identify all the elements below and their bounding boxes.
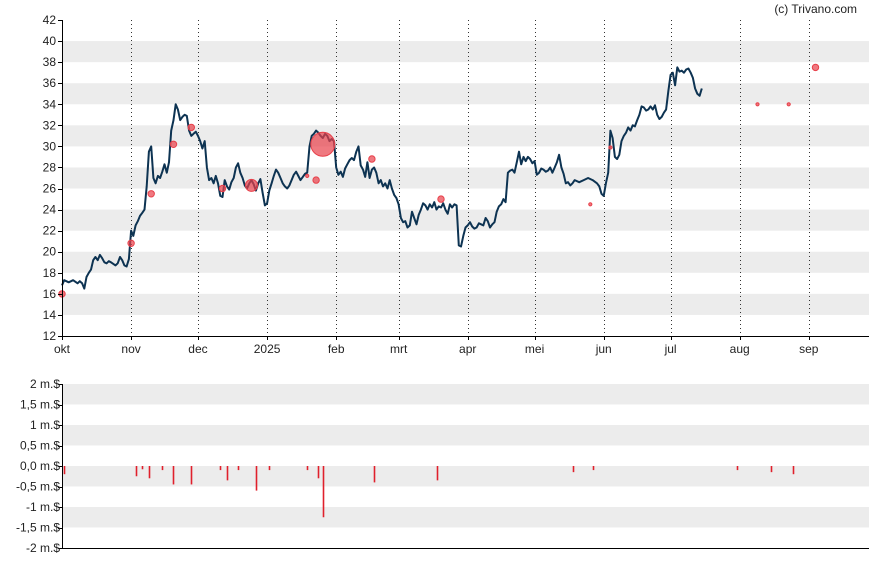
price-x-tick-label: nov: [121, 342, 140, 356]
price-x-tick-label: jun: [595, 342, 612, 356]
price-y-tick-label: 16: [43, 287, 57, 301]
price-y-tick-label: 20: [43, 245, 57, 259]
price-marker: [588, 202, 593, 207]
price-y-tick-label: 24: [43, 203, 57, 217]
price-marker: [147, 190, 155, 198]
price-marker: [811, 63, 820, 72]
volume-y-tick-label: 1,5 m.$: [20, 398, 60, 412]
volume-y-tick-label: -0,5 m.$: [16, 480, 60, 494]
price-x-tick-label: feb: [328, 342, 345, 356]
price-marker: [312, 176, 320, 184]
price-y-tick-label: 22: [43, 224, 57, 238]
price-line-layer: [61, 66, 703, 290]
price-band: [62, 167, 869, 189]
price-band: [62, 293, 869, 315]
price-marker: [187, 123, 196, 132]
price-x-tick-label: aug: [730, 342, 750, 356]
volume-y-tick-label: -1 m.$: [26, 500, 60, 514]
price-x-tick-label: mrt: [390, 342, 408, 356]
price-x-tick-label: sep: [799, 342, 819, 356]
price-y-tick-label: 40: [43, 34, 57, 48]
price-marker: [368, 155, 376, 163]
volume-y-tick-label: 1 m.$: [30, 418, 60, 432]
price-marker: [169, 140, 178, 149]
price-chart-bands: [62, 41, 869, 315]
volume-band: [62, 425, 869, 446]
volume-bar-layer: [63, 466, 795, 518]
price-marker: [245, 178, 258, 192]
price-marker: [608, 145, 613, 150]
price-y-tick-label: 42: [43, 13, 57, 27]
volume-band: [62, 466, 869, 487]
volume-y-tick-label: -1,5 m.$: [16, 521, 60, 535]
price-marker-layer: [58, 63, 820, 298]
price-marker: [305, 173, 310, 178]
price-y-tick-label: 34: [43, 97, 57, 111]
price-y-tick-label: 36: [43, 76, 57, 90]
volume-y-tick-label: 0,5 m.$: [20, 439, 60, 453]
price-marker: [755, 102, 760, 107]
price-band: [62, 83, 869, 105]
axes: [58, 20, 869, 549]
price-x-tick-label: jul: [664, 342, 677, 356]
price-x-tick-label: 2025: [254, 342, 281, 356]
price-marker: [310, 131, 336, 157]
price-x-tick-label: apr: [459, 342, 476, 356]
price-y-tick-labels: 12 14 16 18 20 22 24 26 28 30 32 34 36 38 40 42: [43, 13, 57, 343]
price-band: [62, 41, 869, 63]
volume-y-tick-label: -2 m.$: [26, 541, 60, 555]
volume-band: [62, 507, 869, 528]
price-y-tick-label: 30: [43, 139, 57, 153]
price-band: [62, 125, 869, 147]
price-y-tick-label: 38: [43, 55, 57, 69]
price-x-tick-label: dec: [188, 342, 207, 356]
volume-chart-bands: [62, 384, 869, 528]
price-y-tick-label: 12: [43, 329, 57, 343]
price-marker: [786, 102, 791, 107]
credit-text: (c) Trivano.com: [774, 2, 857, 16]
price-x-tick-label: okt: [54, 342, 71, 356]
price-marker: [437, 195, 445, 203]
volume-band: [62, 384, 869, 405]
volume-y-tick-labels: -2 m.$ -1,5 m.$ -1 m.$ -0,5 m.$ 0,0 m.$ 0,5 m…: [16, 377, 60, 555]
price-y-tick-label: 32: [43, 118, 57, 132]
price-band: [62, 209, 869, 231]
price-y-tick-label: 18: [43, 266, 57, 280]
price-marker: [127, 239, 135, 248]
volume-y-tick-label: 2 m.$: [30, 377, 60, 391]
volume-y-tick-label: 0,0 m.$: [20, 459, 60, 473]
price-y-tick-label: 28: [43, 160, 57, 174]
price-x-tick-labels: okt nov dec 2025 feb mrt apr mei jun jul aug sep: [54, 342, 819, 356]
price-y-tick-label: 14: [43, 308, 57, 322]
price-series-line: [61, 66, 703, 290]
price-band: [62, 251, 869, 273]
price-x-tick-label: mei: [525, 342, 544, 356]
price-y-tick-label: 26: [43, 182, 57, 196]
price-marker: [218, 184, 227, 193]
